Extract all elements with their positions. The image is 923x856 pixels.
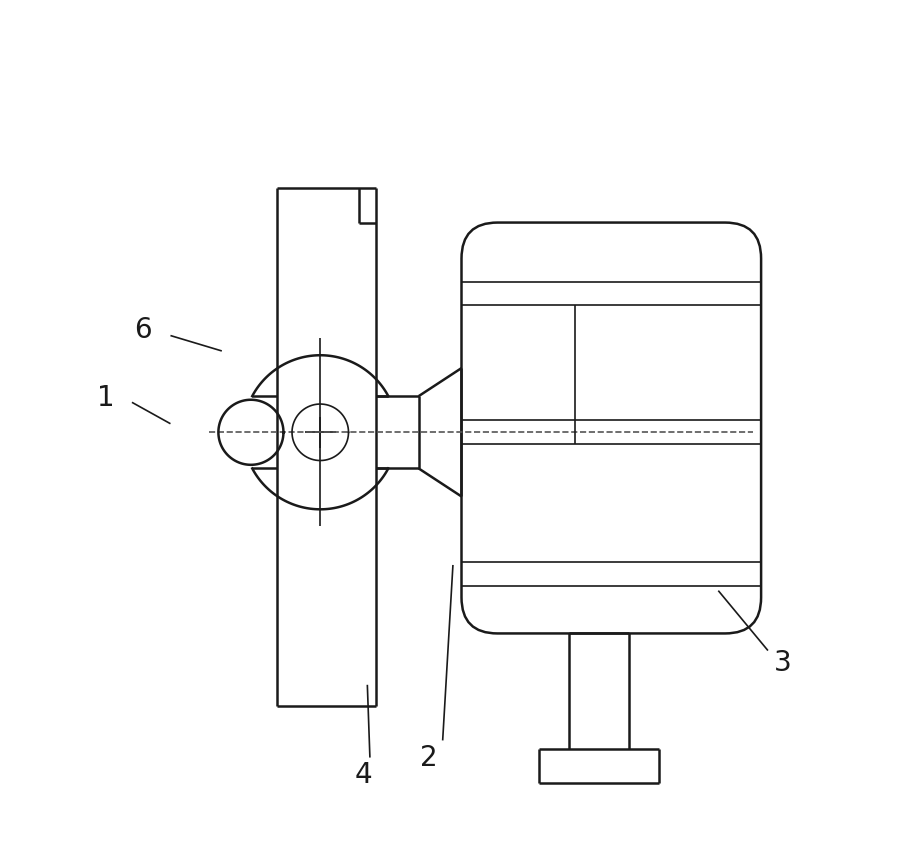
FancyBboxPatch shape bbox=[462, 223, 761, 633]
Text: 2: 2 bbox=[420, 744, 438, 771]
Text: 4: 4 bbox=[354, 761, 372, 788]
Text: 1: 1 bbox=[98, 384, 115, 412]
Text: 6: 6 bbox=[134, 316, 152, 343]
Text: 3: 3 bbox=[773, 650, 791, 677]
